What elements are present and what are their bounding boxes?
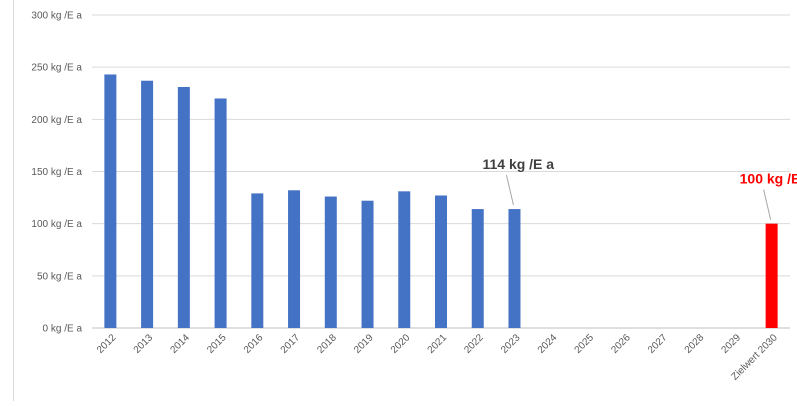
y-tick-label: 100 kg /E a xyxy=(31,219,82,230)
annotation-label: 100 kg /E a xyxy=(740,171,797,187)
x-tick-label: 2014 xyxy=(168,332,192,356)
bar xyxy=(435,195,447,328)
left-border-line xyxy=(13,0,14,401)
bar xyxy=(398,191,411,328)
bar xyxy=(324,196,337,328)
annotation-leader-line xyxy=(505,174,514,206)
bar xyxy=(104,74,117,328)
x-tick-label: 2026 xyxy=(609,332,633,356)
x-tick-label: 2018 xyxy=(315,332,339,356)
x-tick-label: 2019 xyxy=(352,332,376,356)
x-tick-label: 2027 xyxy=(646,332,670,356)
x-tick-label: 2025 xyxy=(573,332,597,356)
annotation-leader-line xyxy=(763,189,772,220)
x-tick-label: 2024 xyxy=(536,332,560,356)
y-tick-label: 0 kg /E a xyxy=(43,324,83,335)
x-tick-label: 2012 xyxy=(95,332,119,356)
bar xyxy=(141,80,154,328)
x-tick-label: 2022 xyxy=(462,332,486,356)
x-tick-label: 2013 xyxy=(132,332,156,356)
bar xyxy=(361,200,374,328)
bar xyxy=(214,98,227,328)
bar xyxy=(471,209,484,328)
x-tick-label: 2028 xyxy=(683,332,707,356)
y-tick-label: 300 kg /E a xyxy=(31,11,82,22)
x-tick-label: 2015 xyxy=(205,332,229,356)
bar xyxy=(508,209,521,328)
x-tick-label: 2016 xyxy=(242,332,266,356)
x-tick-label: 2029 xyxy=(720,332,744,356)
x-tick-label: 2021 xyxy=(426,332,450,356)
annotation-label: 114 kg /E a xyxy=(482,156,554,172)
bar xyxy=(288,190,301,328)
y-tick-label: 50 kg /E a xyxy=(37,271,82,282)
y-tick-label: 200 kg /E a xyxy=(31,115,82,126)
y-tick-label: 250 kg /E a xyxy=(31,63,82,74)
x-tick-label: 2023 xyxy=(499,332,523,356)
bar xyxy=(251,193,264,328)
y-tick-label: 150 kg /E a xyxy=(31,167,82,178)
bar xyxy=(177,86,190,329)
x-tick-label: 2017 xyxy=(279,332,303,356)
bar xyxy=(765,223,778,328)
x-tick-label: 2020 xyxy=(389,332,413,356)
